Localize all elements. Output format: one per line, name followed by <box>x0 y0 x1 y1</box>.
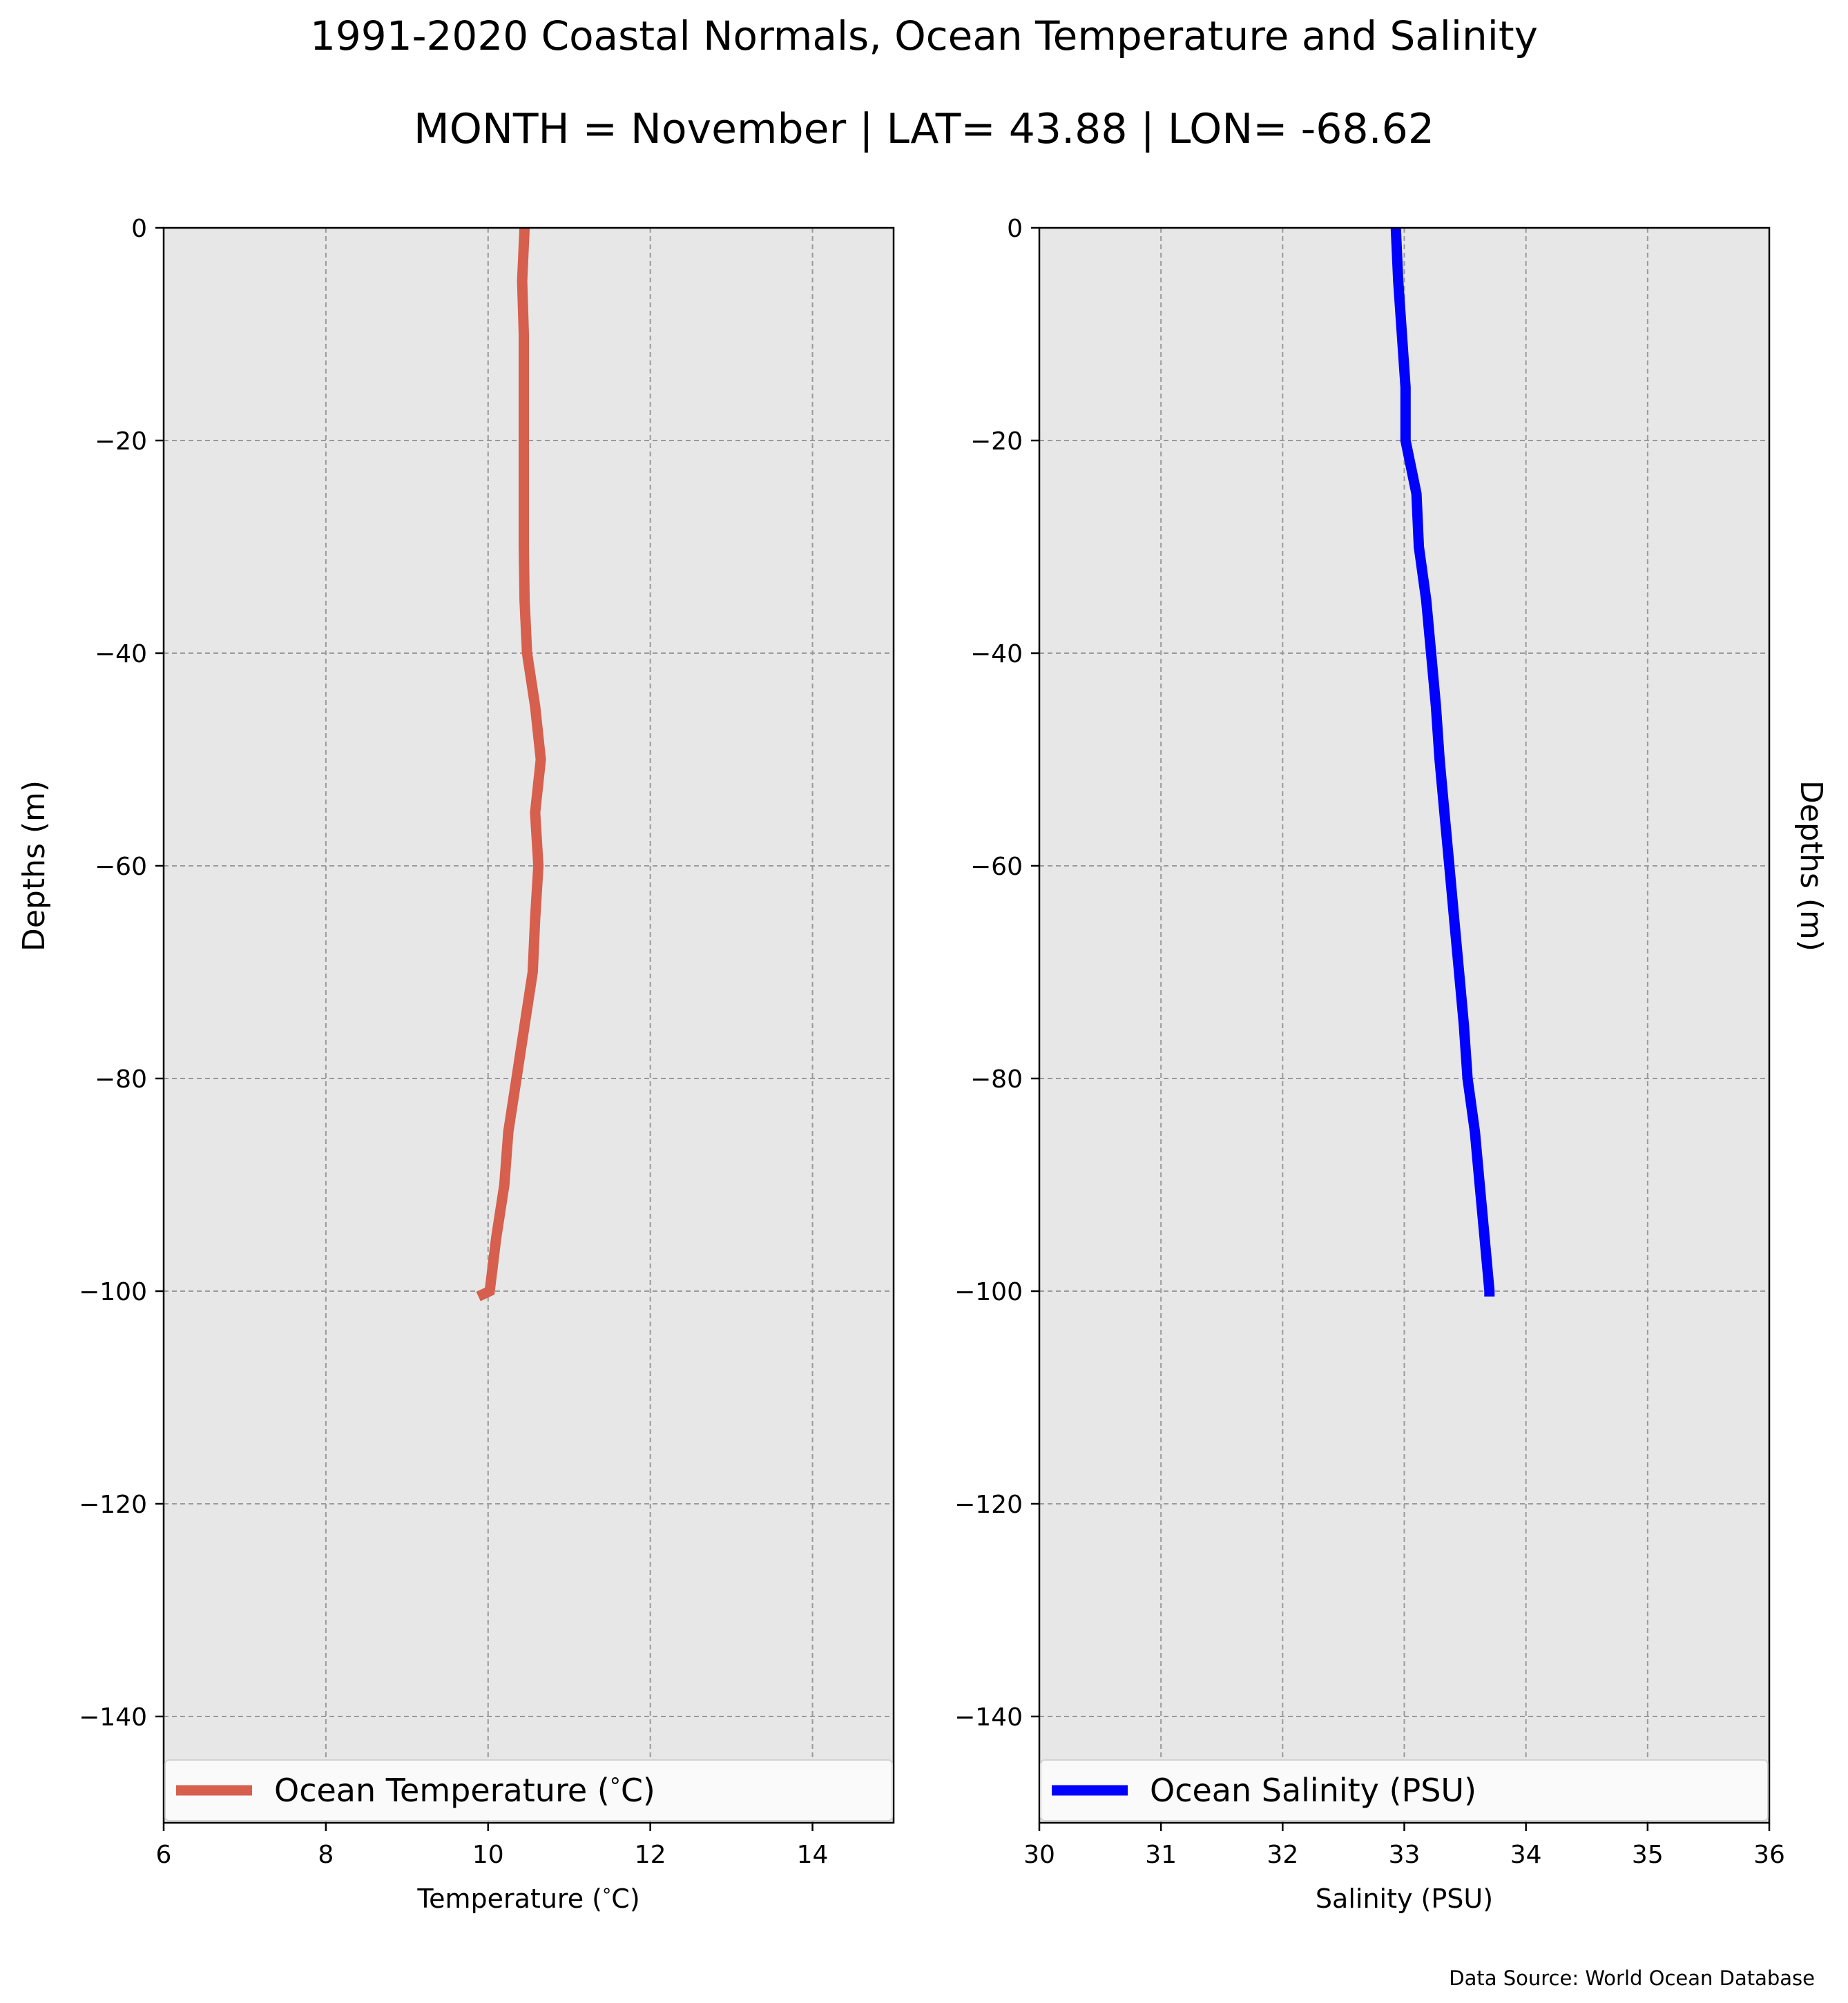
salinity-x-axis-label: Salinity (PSU) <box>1316 1884 1493 1914</box>
temperature-xtick-label-3: 12 <box>635 1841 666 1869</box>
salinity-ytick-label-5: −100 <box>954 1278 1023 1306</box>
temperature-legend-box <box>164 1759 893 1821</box>
salinity-ytick-label-4: −80 <box>970 1065 1023 1094</box>
salinity-xtick-label-2: 32 <box>1267 1841 1298 1869</box>
salinity-series-line <box>1390 227 1495 1297</box>
temperature-xtick-label-0: 6 <box>156 1841 172 1869</box>
salinity-y-axis-label: Depths (m) <box>1793 780 1829 951</box>
temperature-axes-frame <box>162 226 895 1824</box>
salinity-ytick-label-0: 0 <box>1007 215 1023 243</box>
temperature-ytick-label-3: −60 <box>95 853 147 881</box>
salinity-legend-label: Ocean Salinity (PSU) <box>1150 1772 1476 1809</box>
salinity-ytick-label-2: −40 <box>970 640 1023 668</box>
temperature-ytick-label-1: −20 <box>95 427 147 456</box>
temperature-panel: 6 8 10 12 14 0 −20 −40 −60 −80 −100 −120 −140 Tempera… <box>17 215 895 1914</box>
salinity-ytick-label-3: −60 <box>970 853 1023 881</box>
temperature-ytick-label-6: −120 <box>79 1491 147 1519</box>
temperature-y-axis-label: Depths (m) <box>17 780 52 951</box>
temperature-ytick-label-5: −100 <box>79 1278 147 1306</box>
salinity-xtick-label-3: 33 <box>1389 1841 1421 1869</box>
temperature-ytick-label-0: 0 <box>131 215 147 243</box>
salinity-legend-box <box>1040 1759 1769 1821</box>
chart-subtitle: MONTH = November | LAT= 43.88 | LON= -68… <box>413 105 1435 153</box>
data-source-note: Data Source: World Ocean Database <box>1449 1966 1815 1990</box>
temperature-xtick-label-4: 14 <box>797 1841 829 1869</box>
temperature-x-axis-label: Temperature (°C) <box>416 1884 639 1914</box>
temperature-series-line <box>476 227 546 1302</box>
temperature-ytick-label-4: −80 <box>95 1065 147 1094</box>
salinity-ytick-label-7: −140 <box>954 1703 1023 1732</box>
chart-title: 1991-2020 Coastal Normals, Ocean Tempera… <box>310 12 1538 59</box>
salinity-xtick-label-6: 36 <box>1753 1841 1785 1869</box>
salinity-ytick-label-1: −20 <box>970 427 1023 456</box>
salinity-panel: 30 31 32 33 34 35 36 0 −20 −40 −60 −80 −100 −120 −140 S… <box>954 215 1829 1914</box>
temperature-legend-label: Ocean Temperature (°C) <box>274 1772 655 1809</box>
salinity-xtick-label-0: 30 <box>1023 1841 1055 1869</box>
salinity-xtick-label-5: 35 <box>1632 1841 1664 1869</box>
salinity-xtick-label-4: 34 <box>1510 1841 1542 1869</box>
temperature-xtick-label-1: 8 <box>318 1841 334 1869</box>
temperature-xtick-label-2: 10 <box>472 1841 504 1869</box>
salinity-ytick-label-6: −120 <box>954 1491 1023 1519</box>
salinity-xtick-label-1: 31 <box>1145 1841 1177 1869</box>
temperature-ytick-label-7: −140 <box>79 1703 147 1732</box>
temperature-ytick-label-2: −40 <box>95 640 147 668</box>
